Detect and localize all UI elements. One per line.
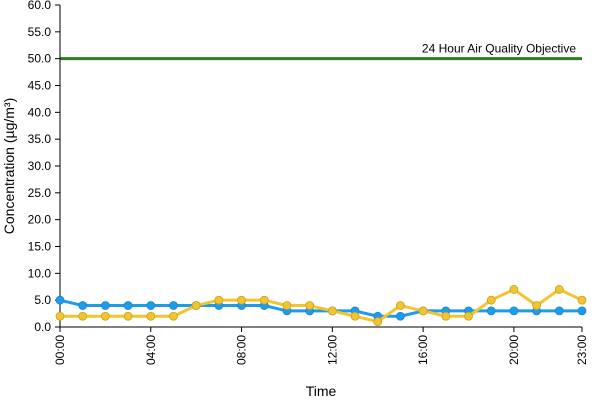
series-layer [55,285,587,327]
data-point [123,311,133,321]
y-tick-label: 25.0 [28,186,52,200]
data-point [100,311,110,321]
data-point [554,285,564,294]
data-point [78,301,88,310]
data-point [146,311,156,321]
reference-line-group: 24 Hour Air Quality Objective [60,42,582,61]
data-point [191,301,201,310]
x-axis-title: Time [306,383,337,399]
data-point [577,306,587,316]
data-point [214,295,224,305]
data-point [305,301,315,310]
data-point [441,311,451,321]
data-point [373,317,383,327]
data-point [350,311,360,321]
x-tick-label: 00:00 [53,335,67,365]
data-point [532,301,542,310]
data-point [486,306,496,316]
axes: 0.0 5.0 10.0 15.0 20.0 25.0 30.0 35.0 40.0 45.0 50… [28,0,589,365]
objective-label: 24 Hour Air Quality Objective [422,42,576,56]
x-tick-label: 08:00 [235,335,249,365]
data-point [259,295,269,305]
y-axis-title: Concentration (µg/m³) [1,98,17,234]
y-tick-label: 55.0 [28,25,52,39]
x-tick-label: 04:00 [144,335,158,365]
data-point [509,285,519,294]
x-tick-label: 20:00 [507,335,521,365]
y-tick-label: 40.0 [28,105,52,119]
data-point [55,311,65,321]
y-tick-label: 5.0 [34,293,51,307]
y-tick-label: 45.0 [28,79,52,93]
y-tick-label: 20.0 [28,213,52,227]
y-tick-label: 10.0 [28,266,52,280]
y-tick-label: 0.0 [34,320,51,334]
data-point [282,301,292,310]
data-point [169,311,178,321]
x-tick-label: 23:00 [575,335,589,365]
data-point [100,301,110,310]
data-point [237,295,246,305]
x-tick-label: 16:00 [416,335,430,365]
data-point [396,311,405,321]
y-tick-label: 30.0 [28,159,52,173]
data-point [146,301,156,310]
x-tick-label: 12:00 [325,335,339,365]
data-point [78,311,88,321]
data-point [464,311,473,321]
data-point [509,306,519,316]
y-tick-label: 60.0 [28,0,52,12]
y-tick-label: 15.0 [28,240,52,254]
data-point [169,301,178,310]
data-point [486,295,496,305]
data-point [123,301,133,310]
data-point [396,301,405,310]
data-point [577,295,587,305]
data-point [327,306,337,316]
data-point [418,306,428,316]
data-point [55,295,65,305]
y-tick-label: 35.0 [28,132,52,146]
series-2 [55,285,587,327]
y-tick-label: 50.0 [28,52,52,66]
data-point [554,306,564,316]
